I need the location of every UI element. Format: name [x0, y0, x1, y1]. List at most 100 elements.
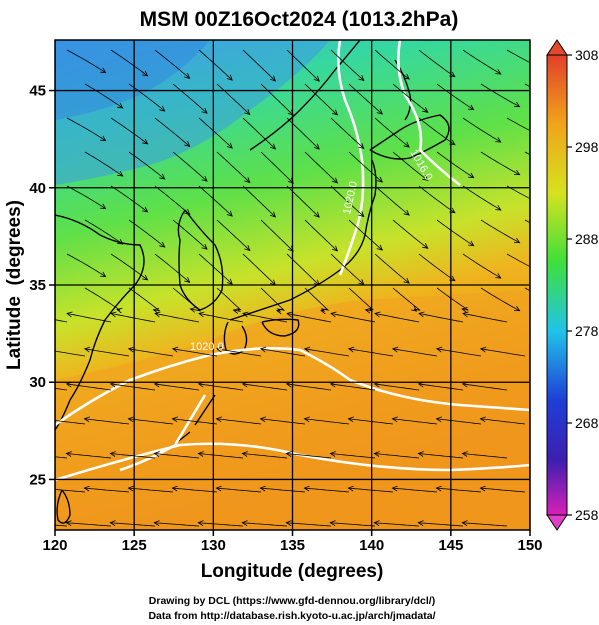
colorbar-tick-label: 298: [575, 139, 599, 155]
streamline: [418, 453, 464, 459]
streamline: [128, 487, 174, 493]
streamline-arrowhead: [403, 277, 410, 284]
streamline-arrowhead: [391, 416, 398, 423]
streamline-arrowhead: [116, 307, 123, 314]
streamline: [506, 185, 530, 200]
streamline: [436, 348, 482, 357]
streamline-arrowhead: [241, 451, 248, 457]
russia-coast: [249, 40, 361, 151]
streamline: [374, 383, 420, 391]
streamline: [66, 522, 112, 527]
streamline-arrowhead: [313, 211, 320, 218]
streamline-arrowhead: [541, 271, 547, 275]
streamline-arrowhead: [330, 311, 337, 318]
streamline-arrowhead: [184, 209, 191, 215]
streamline: [330, 313, 376, 323]
credit-data: Data from http://database.rish.kyoto-u.a…: [148, 610, 435, 622]
streamline: [55, 524, 68, 527]
streamline-arrowhead: [286, 311, 293, 318]
streamline: [392, 219, 429, 249]
streamline-arrowhead: [461, 520, 468, 526]
streamline-arrowhead: [331, 245, 339, 252]
streamline-arrowhead: [468, 240, 475, 247]
streamline-arrowhead: [331, 177, 339, 184]
isobar-1016-east: [397, 40, 461, 187]
streamline: [392, 418, 438, 425]
colorbar-min-arrow: [546, 514, 568, 531]
streamline-arrowhead: [329, 451, 336, 457]
streamline: [66, 117, 106, 141]
streamline: [55, 420, 86, 425]
streamline-arrowhead: [269, 211, 277, 218]
streamline-arrowhead: [376, 108, 383, 115]
streamline: [462, 117, 502, 143]
streamlines: [55, 49, 547, 527]
streamline-arrowhead: [127, 485, 134, 492]
streamline: [304, 219, 338, 252]
streamline-arrowhead: [422, 107, 429, 113]
streamline-arrowhead: [313, 143, 320, 150]
streamline: [374, 185, 410, 216]
streamline: [55, 319, 68, 323]
streamline: [462, 453, 508, 459]
streamline-arrowhead: [358, 75, 365, 82]
streamline: [480, 487, 526, 493]
streamline-arrowhead: [142, 138, 149, 145]
streamline: [216, 219, 251, 251]
streamline: [260, 219, 294, 252]
streamline-arrowhead: [403, 141, 410, 148]
streamline: [462, 253, 502, 279]
streamline-arrowhead: [201, 243, 208, 250]
streamline: [66, 453, 112, 459]
taiwan: [56, 489, 71, 524]
streamline: [154, 253, 190, 283]
streamline-arrowhead: [435, 416, 442, 423]
streamline-arrowhead: [244, 177, 251, 184]
x-axis-label: Longitude (degrees): [201, 561, 384, 582]
plot-area: [55, 40, 547, 530]
streamline-arrowhead: [391, 485, 398, 492]
streamline-arrowhead: [479, 346, 487, 353]
streamline: [198, 453, 244, 459]
streamline: [418, 383, 464, 391]
streamline: [436, 219, 474, 247]
streamline-arrowhead: [495, 137, 502, 143]
streamline-arrowhead: [513, 305, 521, 312]
streamline-arrowhead: [347, 416, 354, 423]
streamline: [348, 348, 394, 357]
streamline-arrowhead: [184, 277, 191, 283]
streamline: [330, 383, 376, 391]
streamline: [462, 49, 502, 75]
streamline-arrowhead: [83, 416, 90, 423]
streamline: [172, 219, 208, 250]
streamline: [436, 83, 474, 111]
streamline: [304, 287, 330, 312]
streamline: [198, 313, 244, 323]
streamline: [55, 488, 86, 493]
streamline: [374, 253, 410, 284]
streamline: [198, 253, 233, 285]
streamline: [55, 456, 68, 459]
streamline-arrowhead: [171, 346, 179, 353]
streamline-arrowhead: [374, 311, 381, 318]
streamline-arrowhead: [100, 271, 107, 278]
streamline: [330, 185, 365, 217]
streamline-arrowhead: [159, 241, 166, 248]
streamline-arrowhead: [320, 308, 327, 315]
streamline: [128, 418, 174, 425]
streamline: [110, 453, 156, 459]
colorbar-tick-label: 278: [575, 323, 599, 339]
streamline-arrowhead: [153, 520, 160, 526]
streamline: [392, 83, 429, 113]
streamline: [348, 418, 394, 425]
streamline: [330, 253, 365, 285]
streamline-arrowhead: [418, 311, 425, 318]
china-coast: [55, 214, 145, 431]
streamline: [418, 185, 456, 214]
streamline-arrowhead: [422, 243, 429, 249]
streamline-arrowhead: [226, 210, 233, 217]
streamline: [198, 185, 233, 217]
streamline: [260, 418, 306, 425]
coastlines: [55, 40, 450, 524]
streamline-arrowhead: [215, 485, 222, 492]
